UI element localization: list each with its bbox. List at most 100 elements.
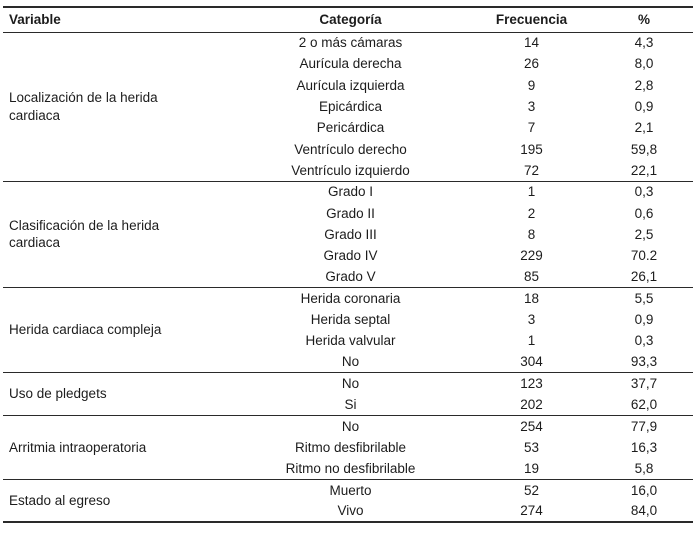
frequency-cell: 1 [527, 333, 536, 349]
frequency-cell: 2 [527, 205, 536, 221]
table-row: Herida septal 3 0,9 [3, 309, 693, 330]
category-cell: Si [344, 396, 357, 412]
category-cell: Herida septal [310, 312, 391, 327]
category-cell: Grado II [326, 205, 375, 221]
frequency-cell: 274 [520, 503, 543, 519]
percent-cell: 4,3 [634, 35, 654, 51]
frequency-cell: 202 [520, 396, 543, 412]
table-row: Arritmia intraoperatoria No 254 77,9 [3, 414, 693, 480]
frequency-cell: 85 [523, 269, 540, 285]
table-row: No 304 93,3 [3, 351, 693, 372]
table-row: Uso de pledgets No 123 37,7 [3, 372, 693, 416]
variable-cell: Uso de pledgets [3, 372, 233, 416]
frequency-cell: 14 [523, 35, 540, 51]
table-row: Aurícula derecha 26 8,0 [3, 53, 693, 74]
table-row: Ventrículo derecho 195 59,8 [3, 138, 693, 159]
category-cell: No [233, 372, 468, 395]
category-cell: 2 o más cámaras [298, 35, 403, 51]
results-table: Variable Categoría Frecuencia % Localiza… [3, 6, 693, 523]
frequency-cell: 8 [527, 226, 536, 242]
table-row: Grado IV 229 70.2 [3, 245, 693, 266]
percent-cell: 93,3 [630, 354, 658, 370]
frequency-cell: 26 [523, 56, 540, 72]
percent-cell: 0,9 [634, 312, 654, 327]
frequency-cell: 72 [523, 162, 540, 178]
percent-cell: 16,0 [595, 478, 693, 501]
percent-cell: 84,0 [630, 503, 658, 519]
percent-cell: 2,8 [634, 77, 654, 93]
category-cell: No [341, 354, 360, 370]
table-row: Clasificación de la herida cardiaca Grado… [3, 180, 693, 288]
table-body: Localización de la herida cardiaca 2 o má… [3, 32, 693, 522]
variable-cell: Localización de la herida cardiaca [3, 32, 233, 181]
table-row: Grado V 85 26,1 [3, 266, 693, 287]
table-row: Localización de la herida cardiaca 2 o má… [3, 32, 693, 122]
category-cell: Ritmo desfibrilable [294, 439, 407, 455]
percent-cell: 77,9 [595, 414, 693, 437]
category-cell: Aurícula derecha [299, 56, 402, 72]
table-row: Estado al egreso Muerto 52 16,0 [3, 478, 693, 522]
table-row: Pericárdica 7 2,1 [3, 117, 693, 138]
category-cell: Grado III [324, 226, 377, 242]
percent-cell: 0,3 [595, 180, 693, 203]
table-row: Si 202 62,0 [3, 394, 693, 415]
percent-cell: 0,9 [634, 99, 654, 115]
percent-cell: 59,8 [630, 141, 658, 157]
table-row: Herida cardiaca compleja Herida coronaria… [3, 287, 693, 373]
table-row: Ventrículo izquierdo 72 22,1 [3, 160, 693, 181]
category-cell: Grado IV [323, 248, 378, 264]
table-row: Herida valvular 1 0,3 [3, 330, 693, 351]
variable-label: Estado al egreso [9, 492, 111, 508]
header-variable: Variable [3, 7, 233, 33]
percent-cell: 0,6 [634, 205, 654, 221]
frequency-cell: 7 [527, 120, 536, 136]
category-cell: Herida coronaria [233, 287, 468, 309]
variable-label: Localización de la herida cardiaca [9, 89, 158, 123]
frequency-cell: 52 [468, 478, 595, 501]
table-row: Aurícula izquierda 9 2,8 [3, 75, 693, 96]
percent-cell: 70.2 [630, 248, 658, 264]
variable-cell: Estado al egreso [3, 478, 233, 522]
table-row: Grado III 8 2,5 [3, 224, 693, 245]
frequency-cell: 195 [520, 141, 543, 157]
percent-cell: 0,3 [634, 333, 654, 349]
frequency-cell: 254 [468, 414, 595, 437]
category-cell: Epicárdica [318, 99, 383, 115]
percent-cell: 26,1 [630, 269, 658, 285]
category-cell: Aurícula izquierda [296, 77, 405, 93]
variable-cell: Arritmia intraoperatoria [3, 414, 233, 480]
category-cell: Ritmo no desfibrilable [285, 460, 416, 476]
variable-label: Uso de pledgets [9, 386, 107, 402]
table-row: Epicárdica 3 0,9 [3, 96, 693, 117]
percent-cell: 37,7 [595, 372, 693, 395]
percent-cell: 62,0 [630, 396, 658, 412]
variable-label: Arritmia intraoperatoria [9, 439, 147, 455]
category-cell: Ventrículo izquierdo [291, 162, 410, 178]
variable-label: Herida cardiaca compleja [9, 322, 162, 338]
percent-cell: 16,3 [630, 439, 658, 455]
category-cell: Herida valvular [305, 333, 396, 349]
category-cell: Grado I [233, 180, 468, 203]
percent-cell: 2,5 [634, 226, 654, 242]
frequency-cell: 229 [520, 248, 543, 264]
table-row: Ritmo no desfibrilable 19 5,8 [3, 458, 693, 479]
category-cell: Grado V [325, 269, 376, 285]
percent-cell: 2,1 [634, 120, 654, 136]
category-cell: No [233, 414, 468, 437]
percent-cell: 22,1 [630, 162, 658, 178]
category-cell: Vivo [337, 503, 364, 519]
frequency-cell: 18 [468, 287, 595, 309]
percent-cell: 5,8 [634, 460, 654, 476]
variable-label: Clasificación de la herida cardiaca [9, 217, 160, 251]
table-row: Grado II 2 0,6 [3, 202, 693, 223]
header-frecuencia: Frecuencia [468, 7, 595, 33]
category-cell: Ventrículo derecho [294, 141, 407, 157]
frequency-cell: 53 [523, 439, 540, 455]
frequency-cell: 9 [527, 77, 536, 93]
header-row: Variable Categoría Frecuencia % [3, 7, 693, 33]
variable-cell: Herida cardiaca compleja [3, 287, 233, 373]
header-percent: % [595, 7, 693, 33]
variable-cell: Clasificación de la herida cardiaca [3, 180, 233, 288]
frequency-cell: 3 [527, 99, 536, 115]
frequency-cell: 1 [468, 180, 595, 203]
